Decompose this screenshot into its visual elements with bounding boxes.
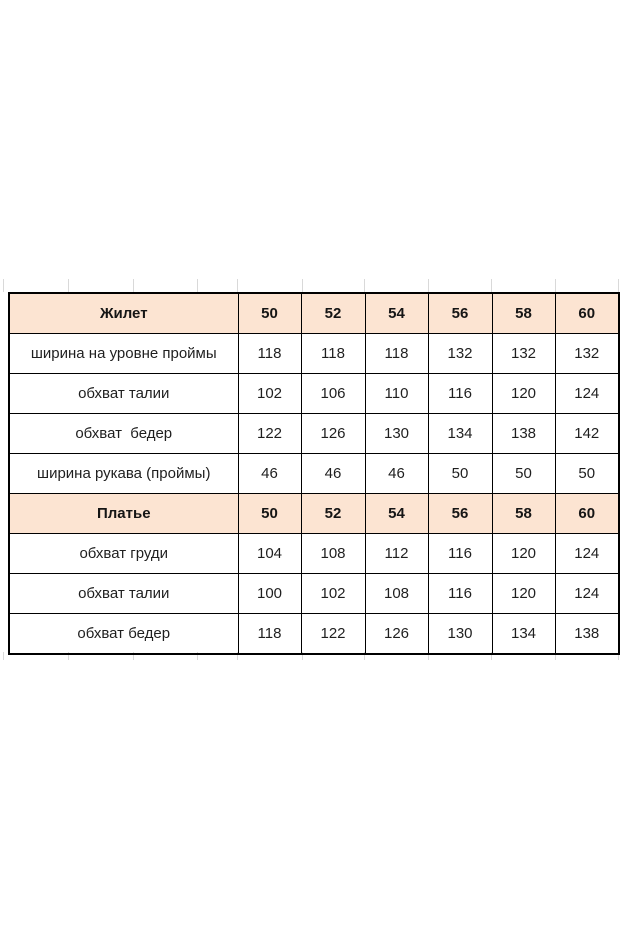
sheet-gridline-tick xyxy=(618,652,619,660)
sheet-gridline-tick xyxy=(428,279,429,292)
size-header-cell: 58 xyxy=(491,493,556,534)
size-header-cell: 54 xyxy=(364,292,429,334)
sheet-gridline-tick xyxy=(237,652,238,660)
value-cell: 100 xyxy=(237,573,302,614)
sheet-gridline-tick xyxy=(68,279,69,292)
value-cell: 134 xyxy=(491,613,556,655)
value-cell: 126 xyxy=(364,613,429,655)
value-cell: 116 xyxy=(427,373,493,414)
sheet-gridline-tick xyxy=(364,652,365,660)
size-header-cell: 60 xyxy=(554,493,620,534)
sheet-gridline-tick xyxy=(555,279,556,292)
value-cell: 118 xyxy=(237,333,302,374)
table-row: обхват груди 104 108 112 116 120 124 xyxy=(8,533,620,574)
value-cell: 50 xyxy=(491,453,556,494)
value-cell: 106 xyxy=(300,373,366,414)
size-header-cell: 50 xyxy=(237,493,302,534)
size-header-cell: 56 xyxy=(427,292,493,334)
section-header-row: Жилет 50 52 54 56 58 60 xyxy=(8,292,620,334)
size-header-cell: 50 xyxy=(237,292,302,334)
table-row: ширина на уровне проймы 118 118 118 132 132 13… xyxy=(8,333,620,374)
value-cell: 50 xyxy=(554,453,620,494)
table-row: ширина рукава (проймы) 46 46 46 50 50 50 xyxy=(8,453,620,494)
value-cell: 116 xyxy=(427,573,493,614)
sheet-gridline-tick xyxy=(237,279,238,292)
size-header-cell: 52 xyxy=(300,292,366,334)
size-header-cell: 56 xyxy=(427,493,493,534)
row-label-cell: обхват бедер xyxy=(8,413,239,454)
value-cell: 132 xyxy=(427,333,493,374)
sheet-gridline-tick xyxy=(197,652,198,660)
size-header-cell: 54 xyxy=(364,493,429,534)
table-row: обхват бедер 122 126 130 134 138 142 xyxy=(8,413,620,454)
sheet-gridline-tick xyxy=(618,279,619,292)
value-cell: 124 xyxy=(554,533,620,574)
value-cell: 138 xyxy=(491,413,556,454)
table-row: обхват талии 100 102 108 116 120 124 xyxy=(8,573,620,614)
value-cell: 46 xyxy=(364,453,429,494)
value-cell: 120 xyxy=(491,573,556,614)
sheet-gridline-tick xyxy=(491,652,492,660)
section-title-cell: Жилет xyxy=(8,292,239,334)
value-cell: 104 xyxy=(237,533,302,574)
value-cell: 124 xyxy=(554,373,620,414)
size-chart-table: Жилет 50 52 54 56 58 60 ширина на уровне проймы… xyxy=(8,292,620,655)
value-cell: 118 xyxy=(364,333,429,374)
row-label-cell: обхват бедер xyxy=(8,613,239,655)
value-cell: 102 xyxy=(237,373,302,414)
table-row: обхват талии 102 106 110 116 120 124 xyxy=(8,373,620,414)
value-cell: 138 xyxy=(554,613,620,655)
row-label-cell: ширина рукава (проймы) xyxy=(8,453,239,494)
value-cell: 124 xyxy=(554,573,620,614)
value-cell: 142 xyxy=(554,413,620,454)
sheet-gridline-tick xyxy=(133,279,134,292)
sheet-gridline-tick xyxy=(555,652,556,660)
sheet-gridline-tick xyxy=(364,279,365,292)
value-cell: 108 xyxy=(300,533,366,574)
value-cell: 108 xyxy=(364,573,429,614)
sheet-gridline-tick xyxy=(428,652,429,660)
value-cell: 116 xyxy=(427,533,493,574)
row-label-cell: обхват талии xyxy=(8,573,239,614)
row-label-cell: обхват груди xyxy=(8,533,239,574)
table-row: обхват бедер 118 122 126 130 134 138 xyxy=(8,613,620,655)
row-label-cell: ширина на уровне проймы xyxy=(8,333,239,374)
value-cell: 112 xyxy=(364,533,429,574)
section-header-row: Платье 50 52 54 56 58 60 xyxy=(8,493,620,534)
sheet-gridline-tick xyxy=(491,279,492,292)
value-cell: 130 xyxy=(364,413,429,454)
value-cell: 134 xyxy=(427,413,493,454)
sheet-gridline-tick xyxy=(133,652,134,660)
value-cell: 130 xyxy=(427,613,493,655)
sheet-gridline-tick xyxy=(302,279,303,292)
sheet-gridline-tick xyxy=(3,652,4,660)
value-cell: 110 xyxy=(364,373,429,414)
size-header-cell: 52 xyxy=(300,493,366,534)
value-cell: 46 xyxy=(237,453,302,494)
value-cell: 118 xyxy=(237,613,302,655)
value-cell: 122 xyxy=(237,413,302,454)
section-title-cell: Платье xyxy=(8,493,239,534)
value-cell: 118 xyxy=(300,333,366,374)
value-cell: 46 xyxy=(300,453,366,494)
sheet-gridline-tick xyxy=(197,279,198,292)
sheet-gridline-tick xyxy=(68,652,69,660)
value-cell: 120 xyxy=(491,533,556,574)
value-cell: 132 xyxy=(491,333,556,374)
value-cell: 50 xyxy=(427,453,493,494)
size-header-cell: 60 xyxy=(554,292,620,334)
sheet-gridline-tick xyxy=(3,279,4,292)
value-cell: 120 xyxy=(491,373,556,414)
row-label-cell: обхват талии xyxy=(8,373,239,414)
value-cell: 122 xyxy=(300,613,366,655)
value-cell: 102 xyxy=(300,573,366,614)
value-cell: 132 xyxy=(554,333,620,374)
value-cell: 126 xyxy=(300,413,366,454)
size-header-cell: 58 xyxy=(491,292,556,334)
sheet-gridline-tick xyxy=(302,652,303,660)
